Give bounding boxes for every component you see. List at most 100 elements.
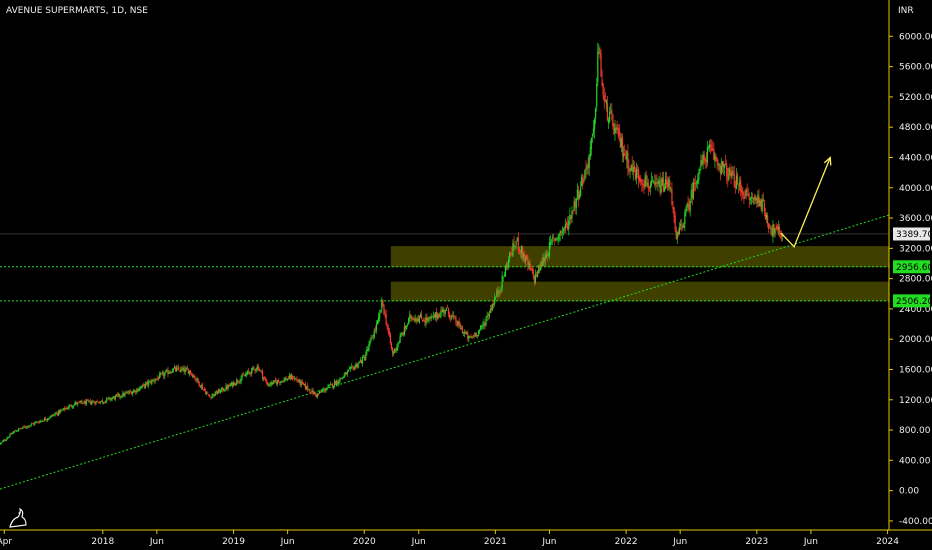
candle-body (496, 290, 498, 297)
candle-body (39, 420, 41, 423)
candle-body (198, 381, 200, 386)
candle-body (566, 222, 568, 224)
candle-body (687, 203, 689, 206)
candle-body (86, 400, 88, 402)
candle-body (19, 428, 21, 430)
candle-body (748, 197, 750, 201)
candle-body (702, 154, 704, 164)
candle-body (762, 199, 764, 202)
candle-body (102, 402, 105, 404)
candle-body (309, 389, 311, 393)
candle-body (107, 398, 109, 400)
candle-body (429, 317, 431, 319)
candle-body (201, 385, 203, 390)
candle-body (95, 401, 97, 405)
candle-body (601, 79, 603, 86)
candle-body (271, 382, 273, 385)
candle-body (732, 170, 734, 174)
candle-body (515, 240, 517, 245)
candle-body (329, 383, 331, 385)
candle-body (705, 160, 707, 163)
candle-body (627, 152, 629, 168)
candle-body (600, 53, 602, 77)
candle-body (383, 305, 385, 315)
candle-body (25, 427, 27, 429)
candle-body (245, 373, 248, 375)
candle-body (409, 315, 411, 319)
candle-body (581, 176, 583, 187)
candle-body (370, 337, 372, 340)
candle-body (538, 265, 540, 273)
candle-body (74, 402, 77, 404)
candle-body (569, 214, 571, 220)
candle-body (417, 318, 419, 322)
candle-body (749, 198, 751, 200)
candle-body (646, 182, 648, 185)
candle-body (389, 334, 392, 344)
y-tick-label: 4400.00 (899, 153, 932, 163)
candle-body (169, 372, 171, 374)
candle-body (615, 128, 617, 131)
candle-body (618, 128, 620, 137)
candle-body (718, 164, 720, 166)
candle-body (533, 275, 536, 283)
candle-body (294, 378, 296, 380)
y-tick-label: 1600.00 (899, 365, 932, 375)
level-price-tag-bg (893, 294, 930, 308)
y-tick-label: 3600.00 (899, 214, 932, 224)
candle-body (84, 400, 86, 405)
candle-body (704, 158, 706, 162)
y-tick-label: 4800.00 (899, 123, 932, 133)
candle-body (474, 333, 476, 337)
candle-body (327, 385, 329, 388)
candle-body (706, 147, 709, 163)
candle-body (414, 318, 416, 322)
projection-path[interactable] (780, 157, 831, 249)
candle-body (184, 368, 186, 373)
candle-body (634, 171, 637, 180)
candle-body (621, 137, 624, 156)
candle-body (352, 366, 354, 368)
candle-body (55, 413, 57, 414)
candle-body (71, 406, 73, 408)
candle-body (395, 348, 397, 350)
candle-body (685, 208, 687, 214)
candle-body (225, 385, 227, 390)
candle-body (614, 128, 616, 134)
candle-body (224, 390, 226, 392)
candle-body (476, 335, 479, 337)
candle-body (301, 381, 303, 383)
candle-body (72, 405, 75, 408)
candle-body (499, 291, 501, 293)
candle-body (528, 263, 530, 266)
candle-body (41, 420, 43, 422)
candle-body (49, 417, 51, 419)
candle-body (723, 164, 726, 169)
candle-body (177, 367, 179, 369)
candle-body (183, 368, 185, 373)
candle-body (590, 137, 592, 149)
candle-body (235, 383, 237, 385)
candle-body (73, 403, 76, 406)
candle-body (259, 370, 261, 372)
candle-body (546, 253, 548, 257)
trendline[interactable] (0, 214, 890, 490)
candle-body (644, 176, 646, 188)
candle-body (676, 231, 678, 239)
candle-body (376, 320, 379, 324)
candle-body (369, 340, 371, 345)
candle-body (503, 275, 505, 277)
candle-body (537, 271, 539, 278)
level-price-tag-bg (893, 260, 930, 274)
candle-body (270, 381, 272, 385)
candle-body (570, 216, 572, 220)
candle-body (741, 189, 743, 194)
candle-body (207, 392, 209, 394)
candle-body (88, 400, 91, 402)
candle-body (234, 382, 236, 385)
candle-body (168, 372, 170, 374)
candle-body (385, 314, 387, 325)
candle-body (264, 377, 266, 379)
candle-body (556, 237, 558, 239)
